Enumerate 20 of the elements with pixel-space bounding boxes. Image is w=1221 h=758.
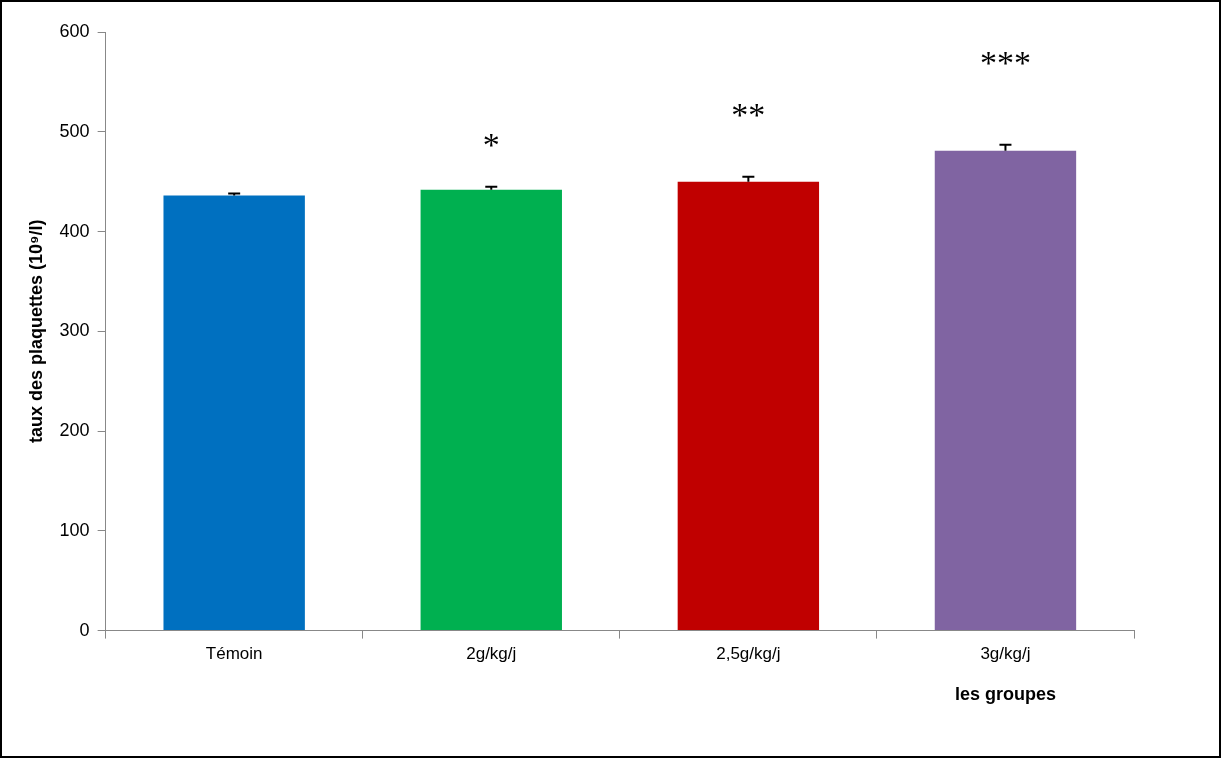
x-axis-title: les groupes [954,683,1056,704]
annotation: ** [731,95,766,133]
y-tick-label: 300 [59,320,90,341]
y-tick-label: 200 [59,420,90,441]
bar [163,195,305,631]
x-tick-label: Témoin [205,644,263,664]
y-tick-label: 100 [59,519,90,540]
annotation: * [482,125,500,163]
bar [420,189,562,631]
x-tick-label: 2,5g/kg/j [716,644,781,664]
y-tick-label: 500 [59,120,90,141]
y-axis-title: taux des plaquettes (10⁹/l) [25,219,46,444]
x-tick-label: 2g/kg/j [466,644,517,664]
annotation: *** [979,43,1031,81]
bar [677,181,820,631]
y-tick-label: 0 [79,619,90,640]
bar [934,150,1077,631]
y-tick-label: 600 [59,20,90,41]
y-tick-label: 400 [59,220,90,241]
x-tick-label: 3g/kg/j [980,644,1031,664]
